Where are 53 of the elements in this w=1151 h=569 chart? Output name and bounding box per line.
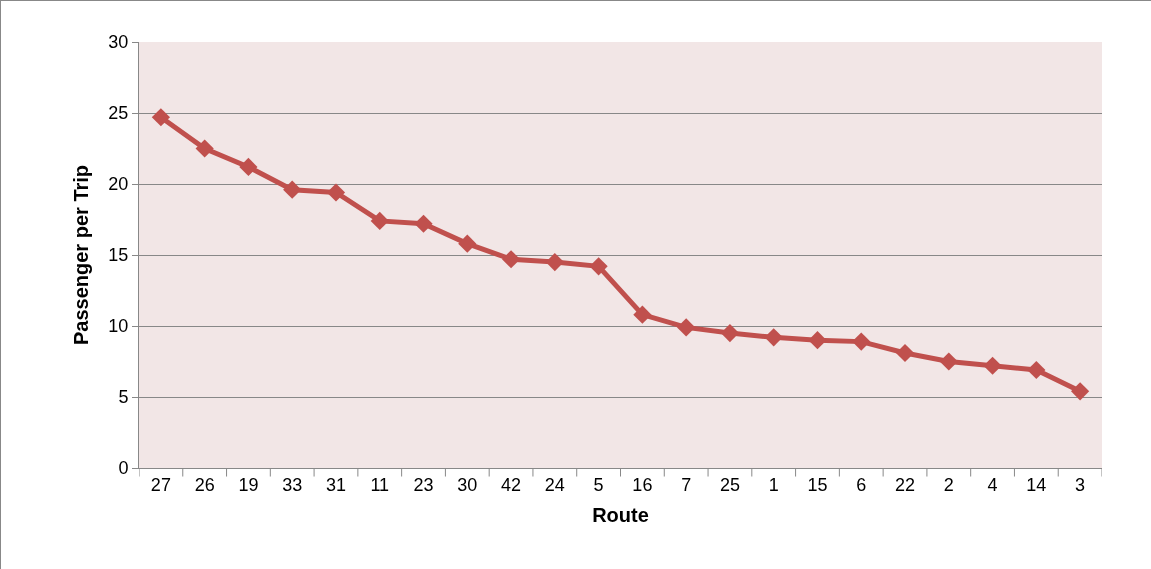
x-tick-label: 24	[544, 474, 565, 495]
x-tick-label: 23	[413, 474, 434, 495]
y-axis-title: Passenger per Trip	[69, 164, 92, 346]
y-tick-label: 0	[118, 458, 129, 479]
point	[545, 253, 564, 272]
point	[720, 324, 740, 343]
y-tick-label: 25	[108, 103, 129, 124]
x-axis-title: Route	[592, 504, 649, 527]
y-tick-label: 15	[108, 245, 129, 266]
x-tick-label: 4	[987, 474, 998, 495]
x-tick-label: 42	[501, 474, 522, 495]
x-tick-label: 2	[943, 474, 954, 495]
y-tick-label: 5	[118, 387, 129, 408]
x-tick-label: 25	[719, 474, 740, 495]
point	[764, 328, 783, 347]
x-tick-label: 19	[238, 474, 259, 495]
x-tick-label: 6	[856, 474, 867, 495]
point	[501, 250, 521, 269]
x-tick-label: 7	[681, 474, 692, 495]
point	[983, 356, 1002, 375]
y-tick-label: 30	[108, 32, 129, 53]
point	[852, 332, 871, 351]
x-tick-label: 11	[370, 474, 390, 495]
point	[895, 343, 915, 363]
point	[458, 234, 477, 253]
point	[633, 305, 652, 324]
x-tick-label: 14	[1026, 474, 1047, 495]
point	[1071, 382, 1090, 401]
point	[151, 108, 170, 127]
point	[414, 214, 433, 233]
point	[326, 183, 346, 202]
x-tick-label: 33	[282, 474, 303, 495]
y-tick-label: 10	[108, 316, 129, 337]
point	[370, 211, 389, 231]
x-tick-label: 15	[807, 474, 828, 495]
point	[808, 331, 827, 350]
x-tick-label: 16	[632, 474, 653, 495]
y-tick-label: 20	[108, 174, 129, 195]
x-tick-label: 3	[1075, 474, 1086, 495]
point	[1027, 360, 1046, 380]
point	[589, 257, 608, 276]
point	[283, 180, 302, 199]
point	[239, 157, 258, 177]
x-tick-label: 5	[593, 474, 604, 495]
x-tick-label: 22	[895, 474, 916, 495]
x-tick-label: 1	[768, 474, 779, 495]
point	[195, 139, 214, 158]
x-tick-label: 27	[150, 474, 171, 495]
point	[677, 318, 696, 337]
point	[939, 352, 958, 371]
x-tick-label: 31	[325, 474, 346, 495]
x-tick-label: 26	[194, 474, 215, 495]
x-tick-label: 30	[457, 474, 478, 495]
